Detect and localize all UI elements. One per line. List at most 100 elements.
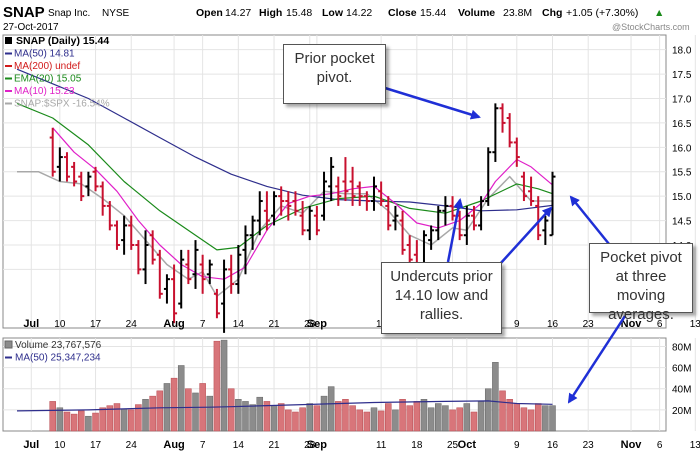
day-label: 23: [583, 319, 595, 330]
volume-bar: [499, 390, 506, 432]
price-tick-label: 16.0: [672, 143, 692, 154]
volume-bar: [470, 411, 478, 432]
ohlc-bar: [199, 254, 206, 294]
volume-bar: [449, 409, 456, 432]
day-label: 28: [304, 440, 316, 451]
ohlc-bar: [271, 191, 278, 226]
ohlc-bar: [428, 225, 435, 250]
volume-bar: [263, 401, 271, 432]
month-label: Oct: [458, 439, 477, 451]
volume-bar: [306, 403, 313, 432]
day-label: 28: [304, 319, 316, 330]
ohlc-bar: [442, 196, 449, 226]
volume-value: 23.8M: [503, 7, 532, 19]
ohlc-bar: [92, 166, 99, 192]
high-label: High: [259, 7, 282, 19]
day-label: 25: [447, 440, 459, 451]
volume-bar: [513, 403, 521, 432]
volume-tick-label: 20M: [672, 406, 691, 417]
volume-bar: [320, 395, 328, 432]
day-label: 10: [54, 319, 66, 330]
day-label: 21: [268, 440, 280, 451]
day-label: 13: [690, 440, 700, 451]
ohlc-bar: [106, 201, 113, 231]
ohlc-bar: [435, 205, 442, 241]
volume-bars: [49, 339, 556, 432]
ohlc-bar: [299, 201, 306, 236]
open-value: 14.27: [225, 7, 251, 19]
volume-bar: [120, 408, 128, 432]
day-label: 14: [233, 319, 245, 330]
ohlc-bar: [121, 215, 128, 255]
volume-bar: [106, 405, 114, 432]
low-value: 14.22: [346, 7, 372, 19]
day-label: 17: [90, 440, 102, 451]
month-label: Aug: [163, 318, 184, 330]
legend-ma200: MA(200) undef: [14, 61, 80, 72]
ohlc-bar: [178, 249, 185, 309]
symbol: SNAP: [3, 4, 45, 21]
month-label: Aug: [163, 439, 184, 451]
ohlc-bar: [549, 171, 556, 237]
volume-bar: [256, 396, 264, 432]
volume-ma50-line: [16, 400, 553, 412]
ohlc-bar: [378, 181, 385, 206]
volume-bar: [435, 403, 442, 432]
day-label: 16: [547, 319, 559, 330]
volume-bar: [156, 390, 164, 432]
volume-bar: [63, 411, 71, 432]
day-label: 24: [126, 440, 138, 451]
price-bars: [49, 103, 556, 333]
ohlc-bar: [349, 166, 356, 206]
volume-bar: [506, 399, 513, 432]
volume-tick-label: 60M: [672, 364, 691, 375]
volume-label: Volume: [458, 7, 495, 19]
ohlc-bar: [335, 176, 342, 206]
day-label: 9: [514, 440, 520, 451]
volume-legend-volume: Volume 23,767,576: [15, 340, 102, 351]
volume-bar: [484, 388, 492, 432]
volume-bar: [192, 392, 199, 432]
ohlc-bar: [492, 103, 499, 162]
day-label: 6: [657, 440, 663, 451]
volume-bar: [249, 404, 256, 432]
price-tick-label: 17.0: [672, 94, 692, 105]
volume-bar: [363, 411, 371, 432]
volume-bar: [406, 405, 413, 432]
volume-bar: [349, 405, 356, 432]
volume-bar: [113, 403, 121, 432]
ohlc-bar: [142, 230, 149, 285]
legend-spx: SNAP:$SPX -16.54%: [14, 99, 110, 110]
volume-bar: [206, 395, 214, 432]
volume-bar: [149, 395, 156, 432]
ohlc-bar: [56, 147, 63, 182]
volume-bar: [356, 409, 363, 432]
ohlc-bar: [156, 249, 163, 299]
watermark: @StockCharts.com: [612, 22, 690, 32]
ohlc-bar: [128, 215, 135, 250]
company-name: Snap Inc.: [48, 8, 90, 19]
volume-bar: [56, 407, 64, 432]
legend-price: SNAP (Daily) 15.44: [16, 35, 109, 47]
volume-bar: [492, 362, 499, 432]
volume-bar: [220, 339, 228, 432]
exchange: NYSE: [102, 8, 130, 19]
volume-bar: [392, 409, 399, 432]
ohlc-bar: [99, 181, 106, 216]
ohlc-bar: [192, 240, 199, 289]
chg-up-arrow: ▲: [654, 7, 664, 19]
high-value: 15.48: [286, 7, 312, 19]
ohlc-bar: [85, 171, 92, 197]
ohlc-bar: [406, 235, 413, 265]
ohlc-bar: [113, 220, 120, 250]
ohlc-bar: [363, 191, 370, 211]
ohlc-bar: [249, 215, 256, 250]
ohlc-bar: [278, 186, 285, 216]
volume-tick-label: 40M: [672, 385, 691, 396]
chg-value: +1.05 (+7.30%): [566, 7, 638, 19]
ohlc-bar: [149, 230, 156, 265]
low-label: Low: [322, 7, 344, 19]
volume-bar: [142, 399, 149, 432]
ohlc-bar: [213, 288, 220, 319]
